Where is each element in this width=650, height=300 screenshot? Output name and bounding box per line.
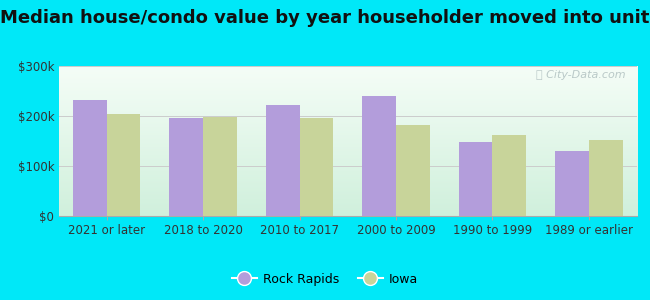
Bar <box>170 118 203 216</box>
Bar <box>589 140 623 216</box>
Bar <box>362 96 396 216</box>
Bar <box>203 117 237 216</box>
Bar <box>493 134 526 216</box>
Text: Median house/condo value by year householder moved into unit: Median house/condo value by year househo… <box>0 9 650 27</box>
Bar <box>266 105 300 216</box>
Legend: Rock Rapids, Iowa: Rock Rapids, Iowa <box>227 268 423 291</box>
Bar <box>73 100 107 216</box>
Bar <box>555 151 589 216</box>
Text: ⓘ City-Data.com: ⓘ City-Data.com <box>536 70 625 80</box>
Bar <box>107 114 140 216</box>
Bar <box>300 118 333 216</box>
Bar <box>396 124 430 216</box>
Bar <box>459 142 493 216</box>
